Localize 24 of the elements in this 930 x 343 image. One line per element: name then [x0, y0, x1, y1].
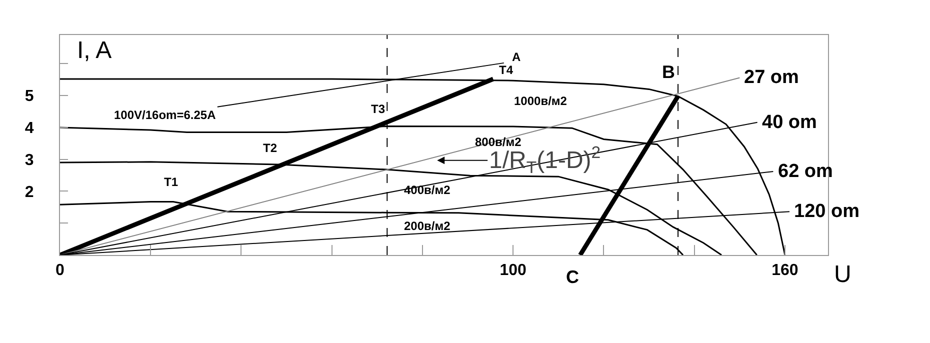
x-axis-title: U	[834, 261, 852, 288]
annotation: C	[566, 267, 579, 287]
x-tick-label: 160	[772, 262, 798, 280]
annotation: 120 om	[794, 201, 860, 222]
x-tick-label: 100	[500, 262, 527, 280]
annotation: A	[512, 50, 521, 64]
annotation: 100V/16om=6.25A	[114, 108, 216, 122]
annotation: T4	[499, 63, 514, 77]
y-tick-label: 5	[24, 88, 34, 106]
y-tick-label: 3	[24, 152, 34, 169]
annotation: 27 om	[744, 67, 799, 88]
y-tick-label: 2	[24, 184, 34, 201]
annotation: 62 om	[778, 161, 833, 182]
annotation: 1000в/м2	[514, 94, 568, 108]
y-tick-label: 4	[24, 120, 34, 138]
annotation: T1	[164, 175, 178, 189]
annotation: T2	[263, 141, 278, 155]
annotation: B	[662, 62, 675, 82]
annotation: 200в/м2	[404, 219, 451, 233]
annotation: T3	[371, 102, 386, 116]
y-axis-title: I, A	[77, 37, 112, 64]
x-tick-label: 0	[56, 262, 65, 280]
annotation: 40 om	[762, 112, 817, 133]
annotation: 400в/м2	[404, 183, 451, 197]
